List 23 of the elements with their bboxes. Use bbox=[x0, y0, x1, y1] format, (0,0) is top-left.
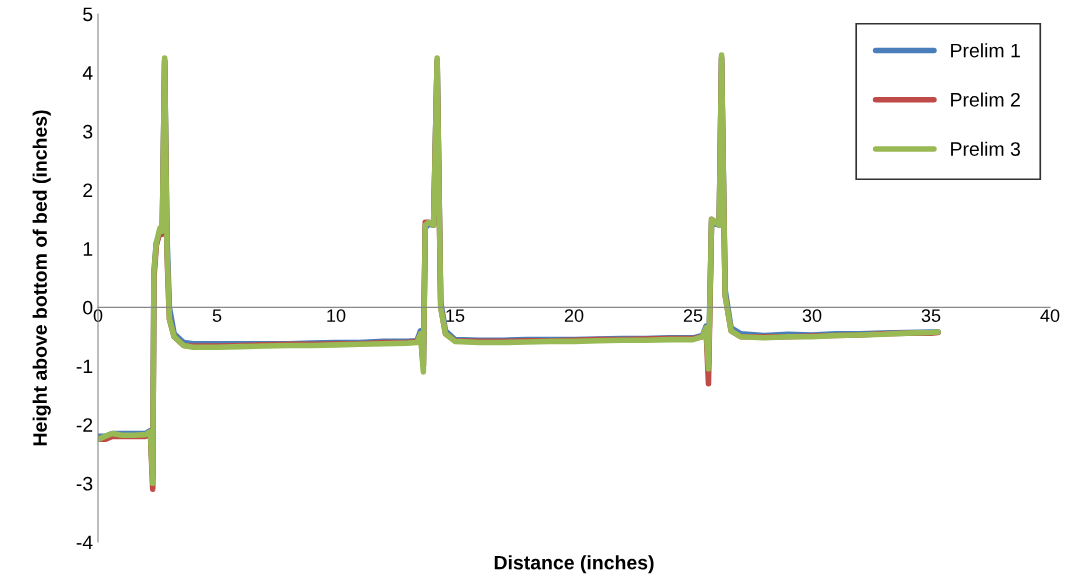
y-tick-label: 3 bbox=[83, 124, 93, 139]
y-tick-label: 1 bbox=[83, 242, 93, 256]
y-tick-label: 2 bbox=[83, 183, 93, 198]
x-tick-label: 35 bbox=[921, 309, 941, 322]
x-tick-label: 0 bbox=[93, 309, 103, 322]
y-tick-label: 4 bbox=[82, 66, 93, 80]
x-tick-label: 15 bbox=[446, 309, 465, 322]
x-tick-label: 10 bbox=[327, 309, 346, 322]
x-tick-label: 20 bbox=[564, 309, 584, 322]
legend-label: Prelim 3 bbox=[951, 141, 1020, 156]
x-tick-label: 5 bbox=[212, 309, 222, 322]
x-axis-title: Distance (inches) bbox=[494, 555, 654, 574]
y-axis-title: Height above bottom of bed (inches) bbox=[32, 110, 51, 446]
y-tick-label: -4 bbox=[76, 535, 93, 550]
y-tick-label: 5 bbox=[83, 7, 93, 22]
y-tick-label: -2 bbox=[76, 418, 93, 432]
x-tick-label: 25 bbox=[683, 309, 703, 322]
x-tick-label: 30 bbox=[802, 309, 822, 322]
y-tick-label: -1 bbox=[76, 359, 93, 374]
legend-label: Prelim 2 bbox=[951, 92, 1020, 107]
legend-label: Prelim 1 bbox=[951, 43, 1020, 58]
y-tick-label: -3 bbox=[76, 476, 93, 491]
x-tick-label: 40 bbox=[1040, 309, 1060, 322]
